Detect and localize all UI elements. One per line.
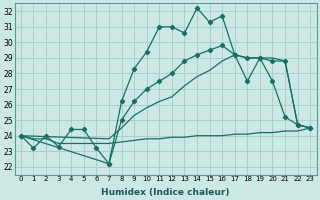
X-axis label: Humidex (Indice chaleur): Humidex (Indice chaleur): [101, 188, 230, 197]
